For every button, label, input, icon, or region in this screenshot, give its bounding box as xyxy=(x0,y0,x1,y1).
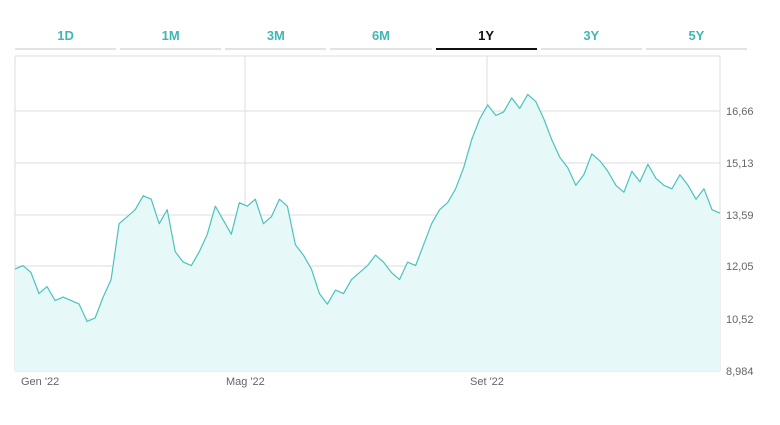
y-tick-label: 16,66 xyxy=(726,106,754,118)
tab-3m[interactable]: 3M xyxy=(225,22,327,50)
tab-6m[interactable]: 6M xyxy=(330,22,432,50)
x-tick-label: Gen '22 xyxy=(21,376,59,388)
time-range-tabs: 1D 1M 3M 6M 1Y 3Y 5Y xyxy=(15,22,747,50)
y-tick-label: 12,05 xyxy=(726,261,754,273)
y-tick-label: 13,59 xyxy=(726,210,754,222)
price-area xyxy=(15,94,720,372)
tab-5y[interactable]: 5Y xyxy=(645,22,747,50)
tab-1y[interactable]: 1Y xyxy=(435,22,537,50)
y-tick-label: 15,13 xyxy=(726,158,754,170)
x-tick-label: Set '22 xyxy=(470,376,504,388)
y-tick-label: 10,52 xyxy=(726,314,754,326)
y-axis: 16,66 15,13 13,59 12,05 10,52 8,984 xyxy=(726,106,754,378)
x-axis: Gen '22 Mag '22 Set '22 xyxy=(21,376,504,388)
tab-1m[interactable]: 1M xyxy=(120,22,222,50)
x-tick-label: Mag '22 xyxy=(226,376,265,388)
tab-1d[interactable]: 1D xyxy=(15,22,117,50)
y-tick-label: 8,984 xyxy=(726,366,754,378)
tab-3y[interactable]: 3Y xyxy=(540,22,642,50)
price-line[interactable] xyxy=(14,93,721,323)
